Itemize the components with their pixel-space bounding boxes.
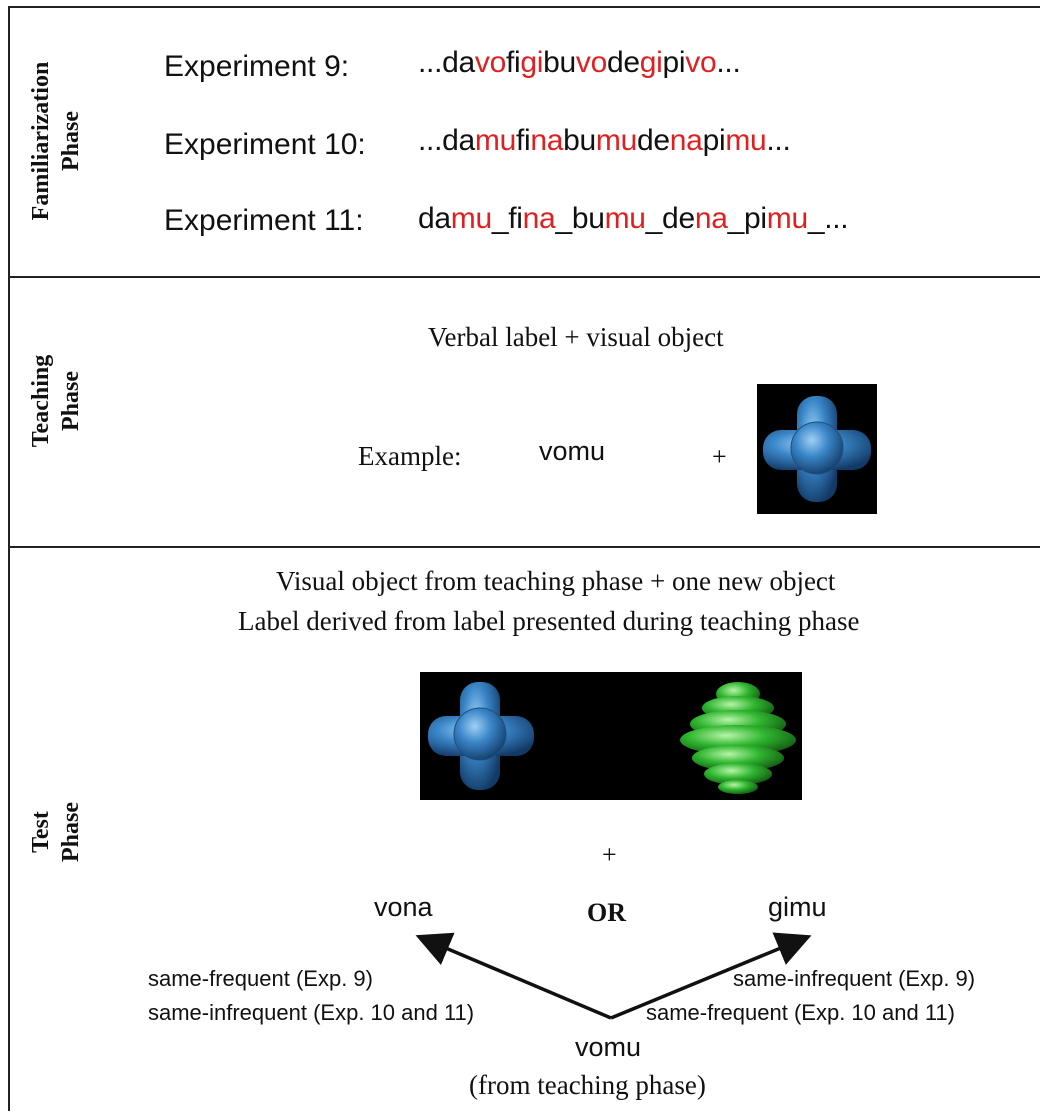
highlighted-syllable: na [695,202,728,235]
syllable: pi [663,46,686,79]
experiment-9-label: Experiment 9: [164,50,349,84]
syllable: pi [703,124,726,157]
highlighted-syllable: na [530,124,563,157]
derivation-arrows [8,548,1040,1113]
left-condition-2: same-infrequent (Exp. 10 and 11) [148,1000,474,1026]
familiarization-side-label: Familiarization Phase [26,62,86,221]
syllable: _... [808,202,849,235]
highlighted-syllable: mu [596,124,637,157]
syllable: fi [516,124,530,157]
highlighted-syllable: gi [520,46,543,79]
side-label-line-2: Phase [56,62,86,221]
blue-object-image [757,384,877,514]
highlighted-syllable: vo [685,46,716,79]
syllable: ... [716,46,740,79]
syllable: fi [506,46,520,79]
side-label-line-2: Phase [56,355,86,447]
highlighted-syllable: na [670,124,703,157]
experiment-11-label: Experiment 11: [164,204,364,238]
syllable: da [418,202,451,235]
blue-object-icon [757,384,877,514]
experiment-9-stream: ...davofigibuvodegipivo... [418,46,740,80]
syllable: _de [646,202,695,235]
highlighted-syllable: vo [475,46,506,79]
highlighted-syllable: mu [475,124,516,157]
syllable: ...da [418,46,475,79]
familiarization-section: Familiarization Phase Experiment 9: ...d… [8,6,1040,276]
teaching-word: vomu [539,436,605,467]
syllable: ... [766,124,790,157]
syllable: _pi [728,202,767,235]
teaching-caption: Verbal label + visual object [428,322,724,353]
syllable: _fi [492,202,523,235]
highlighted-syllable: mu [725,124,766,157]
origin-note: (from teaching phase) [469,1070,706,1101]
highlighted-syllable: gi [640,46,663,79]
highlighted-syllable: mu [767,202,808,235]
teaching-side-label: Teaching Phase [26,355,86,447]
syllable: ...da [418,124,475,157]
right-condition-2: same-frequent (Exp. 10 and 11) [646,1000,955,1026]
syllable: _bu [555,202,604,235]
side-label-line-1: Teaching [26,355,56,447]
teaching-section: Teaching Phase Verbal label + visual obj… [8,276,1040,546]
right-condition-1: same-infrequent (Exp. 9) [733,966,975,992]
side-label-line-1: Familiarization [26,62,56,221]
experiment-10-stream: ...damufinabumudenapimu... [418,124,791,158]
highlighted-syllable: mu [451,202,492,235]
experiment-10-label: Experiment 10: [164,128,366,162]
experiment-11-stream: damu_fina_bumu_dena_pimu_... [418,202,848,236]
syllable: bu [543,46,576,79]
syllable: de [637,124,670,157]
highlighted-syllable: vo [576,46,607,79]
left-condition-1: same-frequent (Exp. 9) [148,966,373,992]
syllable: bu [563,124,596,157]
highlighted-syllable: na [523,202,556,235]
syllable: de [607,46,640,79]
test-section: Test Phase Visual object from teaching p… [8,546,1040,1111]
origin-word-vomu: vomu [575,1032,641,1063]
example-label: Example: [358,441,461,472]
plus-sign: + [712,442,727,472]
highlighted-syllable: mu [605,202,646,235]
